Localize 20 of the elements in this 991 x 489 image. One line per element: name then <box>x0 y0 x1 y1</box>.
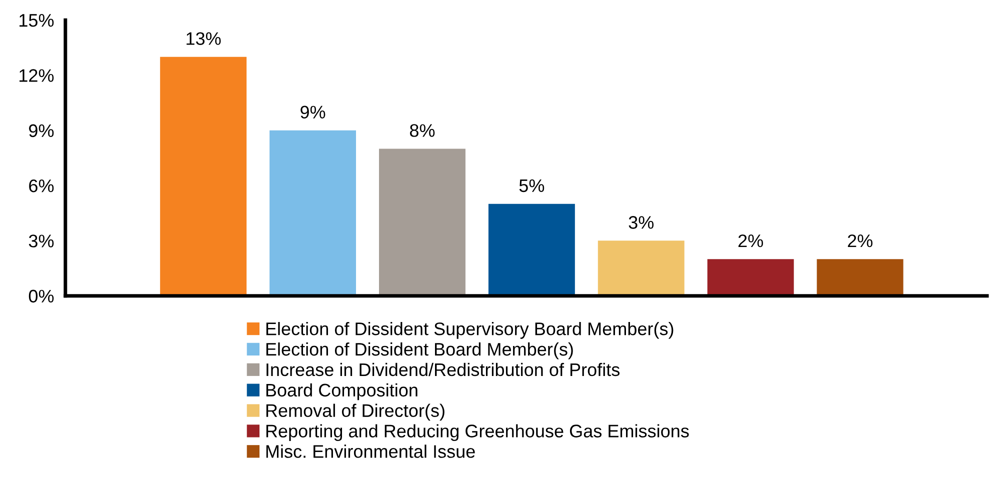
text: 9% <box>300 106 326 119</box>
legend-label: Board Composition <box>266 383 418 400</box>
legend-label: Reporting and Reducing Greenhouse Gas Emissions <box>266 424 689 442</box>
text: 13% <box>186 32 221 45</box>
y-tick-label: 12% <box>20 69 54 82</box>
text: 2% <box>848 234 872 248</box>
legend-label: Removal of Director(s) <box>266 404 444 421</box>
legend-label: Election of Dissident Supervisory Board Member(s) <box>266 322 674 339</box>
y-tick-label: 0% <box>28 290 54 303</box>
y-tick-label: 3% <box>28 234 54 248</box>
y-tick-label: 9% <box>29 124 54 138</box>
text: 5% <box>519 179 544 192</box>
y-tick-label: 6% <box>29 179 54 192</box>
legend-label: Increase in Dividend/Redistribution of Profits <box>266 362 620 376</box>
text: 2% <box>738 234 764 248</box>
legend-label: Election of Dissident Board Member(s) <box>266 342 573 360</box>
legend-label: Misc. Environmental Issue <box>266 444 475 458</box>
text: 3% <box>628 216 654 229</box>
y-tick-label: 15% <box>20 14 54 27</box>
text: 8% <box>410 124 435 137</box>
